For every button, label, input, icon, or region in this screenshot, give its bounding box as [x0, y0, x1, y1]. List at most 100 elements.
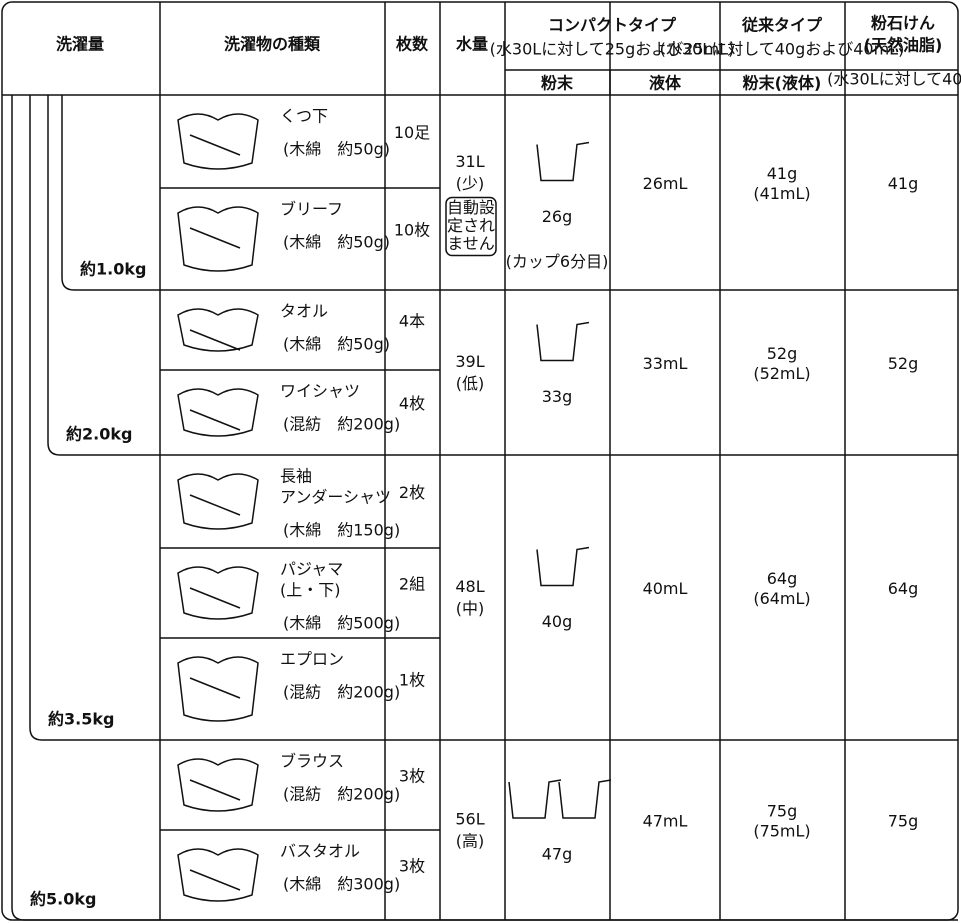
label: 長袖: [280, 467, 312, 486]
label: 41g: [888, 174, 919, 193]
label: (52mL): [753, 364, 810, 383]
label: 枚数: [396, 35, 429, 54]
garment-icon: [177, 566, 259, 620]
label: ワイシャツ: [280, 382, 360, 401]
label: 2枚: [399, 483, 425, 502]
label: 64g: [888, 579, 919, 598]
label: 水量: [456, 35, 488, 54]
label: 41g: [767, 164, 798, 183]
garment-icon: [177, 656, 259, 722]
garment-icon: [177, 758, 259, 812]
label: (64mL): [753, 589, 810, 608]
label: (高): [456, 832, 485, 851]
label: 39L: [455, 352, 484, 371]
label: 10枚: [394, 221, 430, 240]
label: 約1.0kg: [80, 260, 146, 279]
label: 液体: [649, 74, 682, 93]
label: くつ下: [280, 107, 328, 126]
label: 粉末: [541, 74, 574, 93]
cup-icon: [508, 779, 562, 819]
label: 52g: [888, 354, 919, 373]
label: 40mL: [643, 579, 688, 598]
label: 従来タイプ: [741, 16, 823, 35]
label: 4枚: [399, 394, 425, 413]
label: 47g: [542, 845, 573, 864]
label: (低): [456, 374, 485, 393]
label: コンパクトタイプ: [548, 16, 677, 35]
label: 75g: [888, 812, 919, 831]
label: (木綿 約500g): [283, 614, 400, 633]
garment-icon: [177, 848, 259, 902]
label: 約3.5kg: [48, 710, 114, 729]
label: (天然油脂): [864, 36, 943, 55]
label: (混紡 約200g): [283, 415, 400, 434]
label: ません: [447, 234, 495, 253]
label: (上・下): [280, 581, 341, 600]
label: 33mL: [643, 354, 688, 373]
label: (木綿 約300g): [283, 875, 400, 894]
label: (混紡 約200g): [283, 683, 400, 702]
label: (水30Lに対して40g): [827, 70, 961, 89]
label: 3枚: [399, 767, 425, 786]
note-box: [445, 196, 497, 257]
label: (水30Lに対して25gおよび25mL): [490, 40, 735, 59]
bracket: [29, 95, 160, 741]
label: (中): [456, 599, 485, 618]
label: (少): [456, 174, 485, 193]
cup-icon: [536, 321, 590, 362]
cup-icon: [558, 779, 612, 819]
bracket: [61, 95, 160, 291]
label: 10足: [394, 123, 430, 142]
label: 約2.0kg: [66, 425, 132, 444]
label: (木綿 約50g): [283, 140, 390, 159]
label: 33g: [542, 387, 573, 406]
label: (木綿 約50g): [283, 233, 390, 252]
label: バスタオル: [280, 842, 360, 861]
garment-icon: [177, 206, 259, 272]
garment-icon: [177, 473, 259, 530]
label: 洗濯物の種類: [224, 35, 321, 54]
label: エプロン: [280, 650, 344, 669]
label: 洗濯量: [56, 35, 104, 54]
label: (41mL): [753, 184, 810, 203]
label: 31L: [455, 152, 484, 171]
label: 26g: [542, 207, 573, 226]
cup-icon: [536, 546, 590, 587]
cup-icon: [536, 141, 590, 182]
label: 定され: [447, 216, 495, 235]
label: 約5.0kg: [30, 890, 96, 909]
label: 1枚: [399, 671, 425, 690]
label: (混紡 約200g): [283, 785, 400, 804]
label: 75g: [767, 802, 798, 821]
label: 52g: [767, 344, 798, 363]
label: 自動設: [447, 198, 495, 217]
label: 粉石けん: [871, 14, 935, 33]
label: 粉末(液体): [743, 74, 822, 93]
label: 3枚: [399, 857, 425, 876]
label: 2組: [399, 575, 425, 594]
label: ブラウス: [280, 752, 344, 771]
garment-icon: [177, 388, 259, 437]
bracket: [11, 95, 160, 921]
label: 48L: [455, 577, 484, 596]
label: (カップ6分目): [506, 252, 609, 271]
bracket: [47, 95, 160, 456]
label: 4本: [399, 312, 425, 331]
label: 40g: [542, 612, 573, 631]
label: (水30Lに対して40gおよび40mL): [660, 40, 905, 59]
label: (75mL): [753, 822, 810, 841]
label: タオル: [280, 302, 328, 321]
label: 26mL: [643, 174, 688, 193]
label: 64g: [767, 569, 798, 588]
label: (木綿 約50g): [283, 335, 390, 354]
garment-icon: [177, 308, 259, 352]
label: パジャマ: [280, 560, 343, 579]
label: (木綿 約150g): [283, 521, 400, 540]
label: ブリーフ: [280, 200, 343, 219]
garment-icon: [177, 113, 259, 170]
label: 47mL: [643, 812, 688, 831]
label: アンダーシャツ: [280, 488, 391, 507]
label: 56L: [455, 810, 484, 829]
